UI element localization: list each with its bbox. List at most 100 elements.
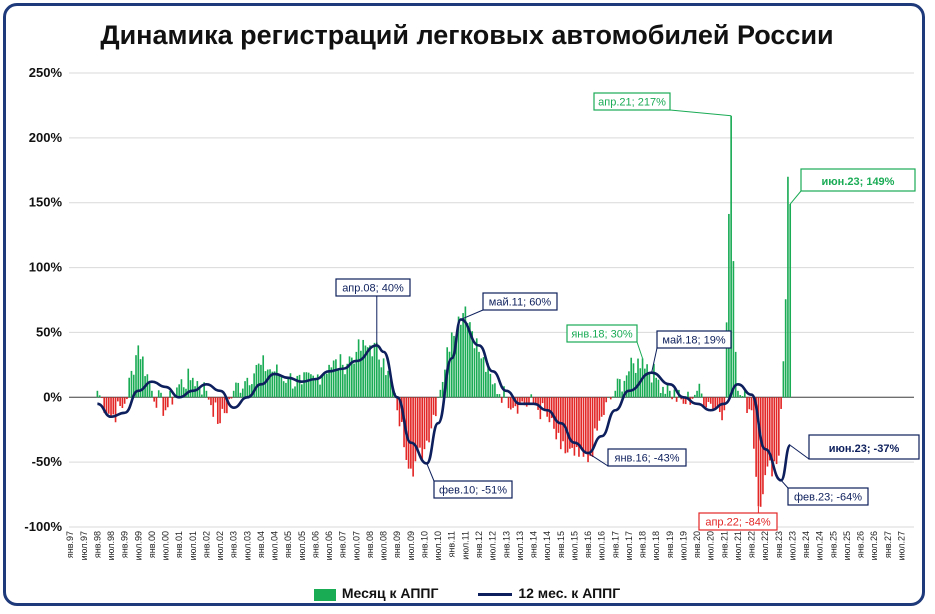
x-tick-label: июл.03 [242, 531, 252, 560]
x-tick-label: июл.13 [515, 531, 525, 560]
legend-swatch-bars [313, 588, 336, 601]
bar [350, 357, 353, 398]
bar [455, 335, 458, 398]
bar [714, 397, 717, 409]
bar [466, 323, 469, 398]
bar [142, 356, 144, 398]
bar [114, 397, 117, 423]
callout-leader [789, 444, 810, 460]
bar [198, 388, 201, 398]
bar [485, 371, 487, 398]
bar [107, 397, 110, 414]
legend-item-bars: Месяц к АППГ [313, 585, 438, 601]
bar [357, 339, 360, 398]
x-tick-label: июл.05 [297, 531, 307, 560]
bar [789, 204, 792, 398]
bar [462, 313, 464, 398]
bar [430, 397, 433, 429]
bar [285, 382, 287, 398]
bar [391, 389, 394, 398]
bar [580, 397, 583, 448]
callout-label: май.11; 60% [489, 296, 552, 308]
callout-box [787, 487, 869, 506]
bar [128, 377, 131, 398]
bar [437, 397, 439, 398]
bar [201, 394, 203, 398]
bar [687, 391, 689, 398]
bar [748, 397, 751, 410]
bar [387, 370, 389, 398]
bar [335, 359, 337, 398]
bar [246, 377, 249, 398]
bar [612, 396, 614, 398]
bar [707, 397, 710, 402]
bar [416, 397, 419, 452]
bar [341, 364, 344, 398]
bar [407, 397, 410, 469]
bar [432, 397, 435, 415]
bar [498, 394, 501, 398]
bar [782, 361, 785, 398]
bar [473, 348, 476, 398]
bar [287, 377, 290, 398]
callout-box [656, 330, 732, 349]
callout-leader [780, 479, 789, 489]
x-tick-label: янв.05 [283, 531, 293, 558]
bar [616, 378, 619, 398]
bar [646, 364, 648, 398]
bar [569, 397, 571, 449]
callout-label: апр.22; -84% [705, 516, 770, 528]
bar [532, 397, 535, 404]
x-tick-label: янв.14 [529, 531, 539, 558]
bar [382, 358, 385, 398]
bar [478, 351, 480, 398]
x-tick-label: янв.18 [638, 531, 648, 558]
bar [105, 397, 108, 415]
callout-box [808, 434, 920, 460]
x-tick-label: июл.25 [842, 531, 852, 560]
x-tick-label: июл.16 [597, 531, 607, 560]
bar [594, 397, 596, 429]
bar [439, 389, 442, 398]
bar [573, 397, 576, 456]
callout-leader [636, 341, 644, 359]
bar [503, 386, 505, 398]
bar [130, 370, 133, 398]
bar [603, 397, 605, 415]
bar [398, 397, 401, 427]
bar [464, 306, 467, 398]
bar [519, 397, 521, 404]
line-12m [97, 318, 792, 482]
bar [425, 397, 428, 441]
bar [146, 374, 149, 398]
x-tick-label: июл.15 [569, 531, 579, 560]
bar [734, 351, 737, 398]
bar [366, 347, 369, 398]
callout-box [433, 480, 513, 499]
bar [482, 357, 485, 398]
bar [353, 363, 355, 398]
x-tick-label: июл.98 [106, 531, 116, 560]
bar [280, 376, 283, 398]
bar [544, 397, 546, 411]
bar [605, 397, 608, 403]
x-tick-label: янв.25 [828, 531, 838, 558]
x-tick-label: янв.03 [229, 531, 239, 558]
x-tick-label: июл.14 [542, 531, 552, 560]
bar [653, 363, 655, 398]
x-tick-label: янв.97 [65, 531, 75, 558]
x-tick-label: янв.98 [92, 531, 102, 558]
bar [371, 356, 374, 398]
callout-leader [426, 463, 435, 482]
bar [507, 397, 510, 409]
bar [180, 379, 183, 398]
x-tick-label: янв.23 [774, 531, 784, 558]
bar [578, 397, 580, 457]
bar [232, 390, 235, 398]
bar [589, 397, 592, 456]
bar [253, 373, 255, 398]
bar [262, 355, 265, 398]
bar [269, 369, 271, 398]
callout-box [335, 278, 411, 297]
bar [344, 374, 346, 398]
